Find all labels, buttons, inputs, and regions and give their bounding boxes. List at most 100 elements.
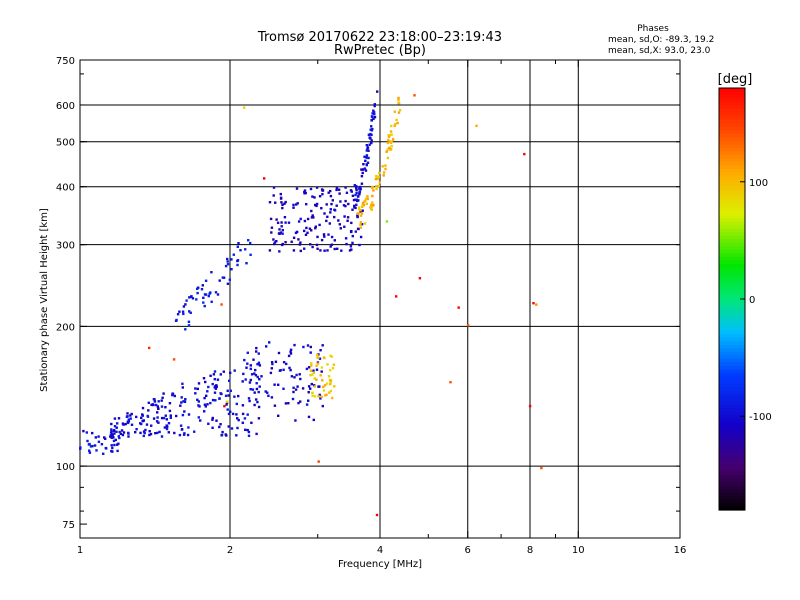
colorbar-segment [719,355,745,360]
colorbar-segment [719,393,745,399]
data-point [110,422,113,426]
data-point [257,361,261,364]
data-point [151,403,154,406]
colorbar-segment [719,495,745,501]
data-point [246,428,249,432]
data-point [390,133,393,136]
colorbar-segment [719,228,745,233]
colorbar-segment [719,320,745,325]
colorbar-segment [719,450,745,455]
data-point [230,268,233,271]
data-point [249,253,252,256]
stats-o-mode: mean, sd,O: -89.3, 19.2 [608,35,714,45]
colorbar-segment [719,147,745,152]
colorbar-segment [719,344,745,349]
colorbar-segment [719,193,745,198]
data-point [127,431,130,435]
data-point [173,431,176,435]
data-point [331,396,334,400]
data-point [248,399,251,403]
data-point [372,189,375,192]
data-point [388,140,392,143]
colorbar-segment [719,168,745,173]
colorbar-segment [719,436,745,441]
data-point [331,199,334,202]
data-point [218,279,221,282]
data-point [376,90,379,93]
data-point [318,195,322,198]
x-axis-label: Frequency [MHz] [338,559,422,570]
data-point [118,430,121,434]
data-point [363,155,366,158]
data-point [359,221,363,224]
colorbar-segment [719,102,745,107]
colorbar-segment [719,400,745,406]
data-point [362,163,365,166]
data-point [94,436,97,439]
data-point [167,422,171,425]
data-point [370,139,373,142]
data-point [305,367,309,371]
data-point [366,161,370,164]
data-point [243,106,246,109]
colorbar-segment [719,284,745,290]
data-point [181,413,185,417]
data-point [183,400,187,403]
data-point [214,399,217,402]
data-point [316,247,319,250]
data-point [299,377,302,381]
data-point [186,433,190,437]
data-point [243,358,246,362]
colorbar-segment [719,98,745,103]
data-point [160,416,164,420]
data-point [189,311,192,314]
data-point [82,429,85,433]
data-point [375,175,379,179]
data-point [319,397,322,400]
data-point [278,250,281,253]
data-point [115,430,118,433]
data-point [203,410,206,413]
data-point [397,98,400,102]
data-point [141,406,145,410]
data-point [222,370,225,373]
data-point [318,223,321,227]
data-point [523,152,526,156]
data-point [281,206,284,210]
data-point [104,437,107,440]
data-point [197,400,200,403]
colorbar-segment [719,204,745,209]
data-point [319,374,322,377]
colorbar-segment [719,295,745,300]
data-point [282,368,285,371]
data-point [156,416,159,419]
data-point [91,444,94,448]
data-point [360,212,364,215]
data-point [287,402,290,405]
data-point [187,320,191,323]
data-point [273,404,277,407]
colorbar-segment [719,313,745,318]
data-point [360,168,363,171]
data-point [289,348,293,351]
data-point [353,184,356,187]
data-point [338,223,341,226]
data-point [382,174,385,177]
data-point [226,263,230,266]
data-point [229,389,232,392]
data-point [223,405,226,408]
data-point [368,143,371,146]
data-point [358,190,361,194]
data-point [392,138,395,141]
data-point [239,249,242,252]
colorbar-tick-label: 100 [749,178,768,189]
data-point [361,204,364,208]
data-point [160,399,163,402]
data-point [181,382,184,385]
data-point [157,400,160,403]
data-point [326,249,329,252]
data-point [292,206,295,209]
data-point [371,112,374,115]
data-point [191,297,195,300]
data-point [281,203,284,206]
